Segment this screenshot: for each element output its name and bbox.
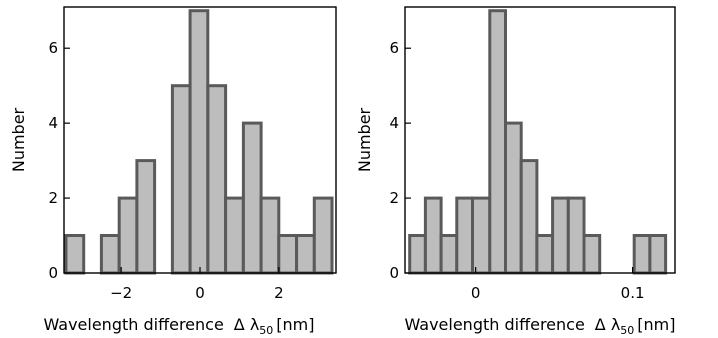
histogram-bar — [648, 234, 668, 275]
y-tick-label: 6 — [389, 39, 399, 57]
histogram-bar — [455, 196, 474, 275]
y-tick-label: 4 — [389, 114, 399, 132]
histogram-bar — [188, 9, 210, 275]
histogram-bar — [566, 196, 586, 275]
histogram-bar — [312, 196, 334, 275]
histogram-bar — [117, 196, 139, 275]
histogram-bar — [135, 159, 157, 275]
y-axis-label: Number — [9, 107, 28, 172]
histogram-bar — [224, 196, 245, 275]
histogram-bar — [277, 234, 298, 275]
histogram-bar — [408, 234, 427, 275]
histogram-bar — [170, 84, 192, 275]
x-axis-label-unit: [nm] — [637, 315, 675, 334]
histogram-bar — [64, 234, 86, 275]
x-tick-label: 2 — [274, 284, 284, 302]
x-axis-label-symbol: Δ λ — [234, 315, 260, 334]
y-tick-label: 2 — [48, 189, 58, 207]
histogram-bar — [423, 196, 443, 275]
histogram-bar — [582, 234, 602, 275]
histogram-bar — [295, 234, 316, 275]
plot-frame — [404, 6, 676, 274]
x-tick-label: −2 — [110, 284, 132, 302]
histogram-bar — [439, 234, 459, 275]
histogram-bar — [632, 234, 652, 275]
histogram-bar — [241, 121, 263, 275]
x-tick-label: 0 — [195, 284, 205, 302]
histogram-bar — [551, 196, 570, 275]
x-axis-label-subscript: 50 — [259, 324, 273, 337]
x-axis-label: Wavelength difference Δ λ50 [nm] — [43, 315, 314, 337]
histogram-bar — [535, 234, 555, 275]
x-tick-label: 0 — [471, 284, 481, 302]
histogram-bar — [488, 9, 507, 275]
histogram-bar — [519, 159, 539, 275]
x-tick-label: 0.1 — [621, 284, 645, 302]
histogram-bar — [504, 121, 523, 275]
y-tick-label: 0 — [389, 264, 399, 282]
x-axis-label: Wavelength difference Δ λ50 [nm] — [404, 315, 675, 337]
histogram-bar — [259, 196, 281, 275]
x-axis-label-symbol: Δ λ — [595, 315, 621, 334]
y-tick-label: 6 — [48, 39, 58, 57]
left-histogram-panel: 0 2 4 6 −2 0 2 Number Wavelength difference Δ λ50… — [9, 6, 337, 337]
x-axis-label-text: Wavelength difference — [43, 315, 223, 334]
x-axis-label-unit: [nm] — [276, 315, 314, 334]
histogram-bar — [471, 196, 492, 275]
x-axis-label-subscript: 50 — [620, 324, 634, 337]
histogram-bar — [206, 84, 228, 275]
histogram-bar — [99, 234, 121, 275]
y-axis-label: Number — [355, 107, 374, 172]
y-tick-label: 0 — [48, 264, 58, 282]
y-tick-label: 2 — [389, 189, 399, 207]
y-tick-label: 4 — [48, 114, 58, 132]
x-axis-label-text: Wavelength difference — [404, 315, 584, 334]
right-histogram-panel: 0 2 4 6 0 0.1 Number Wavelength difference Δ λ50… — [355, 6, 676, 337]
